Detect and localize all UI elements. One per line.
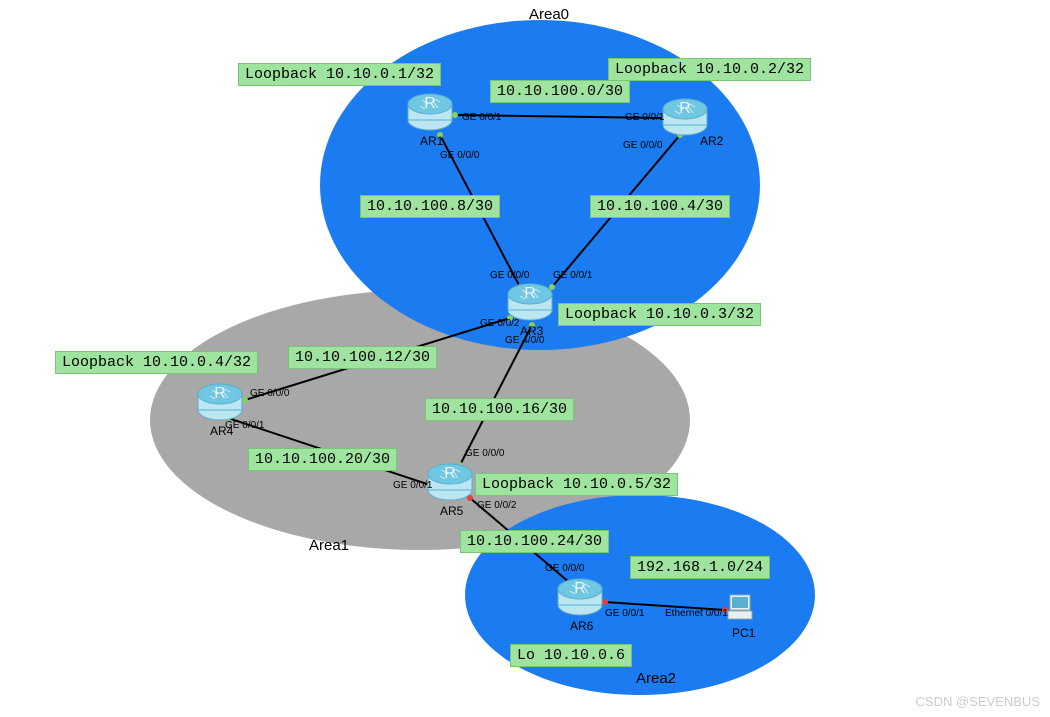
if-l6a: GE 0/0/1 <box>225 420 264 431</box>
loopback-ar5: Loopback 10.10.0.5/32 <box>475 473 678 496</box>
if-l6b: GE 0/0/1 <box>393 480 432 491</box>
if-l7a: GE 0/0/2 <box>477 500 516 511</box>
subnet-l3: 10.10.100.8/30 <box>360 195 500 218</box>
ar2-label: AR2 <box>700 134 723 148</box>
subnet-l2: 10.10.100.4/30 <box>590 195 730 218</box>
if-l4a: GE 0/0/2 <box>480 318 519 329</box>
if-l8a: GE 0/0/1 <box>605 608 644 619</box>
router-ar2-icon <box>663 99 707 135</box>
if-l4b: GE 0/0/0 <box>250 388 289 399</box>
router-ar3-icon <box>508 284 552 320</box>
if-l8b: Ethernet 0/0/1 <box>665 608 728 619</box>
subnet-l5: 10.10.100.16/30 <box>425 398 574 421</box>
subnet-l6: 10.10.100.20/30 <box>248 448 397 471</box>
subnet-l4: 10.10.100.12/30 <box>288 346 437 369</box>
router-ar1-icon <box>408 94 452 130</box>
if-l3b: GE 0/0/0 <box>490 270 529 281</box>
loopback-ar3: Loopback 10.10.0.3/32 <box>558 303 761 326</box>
watermark: CSDN @SEVENBUS <box>916 694 1040 709</box>
ar5-label: AR5 <box>440 504 463 518</box>
loopback-ar6: Lo 10.10.0.6 <box>510 644 632 667</box>
loopback-ar4: Loopback 10.10.0.4/32 <box>55 351 258 374</box>
if-l5a: GE 4/0/0 <box>505 335 544 346</box>
if-l3a: GE 0/0/0 <box>440 150 479 161</box>
ar1-label: AR1 <box>420 134 443 148</box>
area1-title: Area1 <box>303 535 355 556</box>
pc1-label: PC1 <box>732 626 755 640</box>
router-ar5-icon <box>428 464 472 500</box>
if-l5b: GE 0/0/0 <box>465 448 504 459</box>
link-ar3-ar5 <box>460 325 532 465</box>
subnet-l8: 192.168.1.0/24 <box>630 556 770 579</box>
if-l2a: GE 0/0/0 <box>623 140 662 151</box>
if-l1b: GE 0/0/1 <box>625 112 664 123</box>
loopback-ar1: Loopback 10.10.0.1/32 <box>238 63 441 86</box>
area0-title: Area0 <box>523 4 575 25</box>
pc1-icon <box>728 595 752 619</box>
if-l7b: GE 0/0/0 <box>545 563 584 574</box>
subnet-l1: 10.10.100.0/30 <box>490 80 630 103</box>
loopback-ar2: Loopback 10.10.0.2/32 <box>608 58 811 81</box>
router-ar6-icon <box>558 579 602 615</box>
if-l1a: GE 0/0/1 <box>462 112 501 123</box>
ar6-label: AR6 <box>570 619 593 633</box>
if-l2b: GE 0/0/1 <box>553 270 592 281</box>
router-ar4-icon <box>198 384 242 420</box>
area2-title: Area2 <box>630 668 682 689</box>
subnet-l7: 10.10.100.24/30 <box>460 530 609 553</box>
